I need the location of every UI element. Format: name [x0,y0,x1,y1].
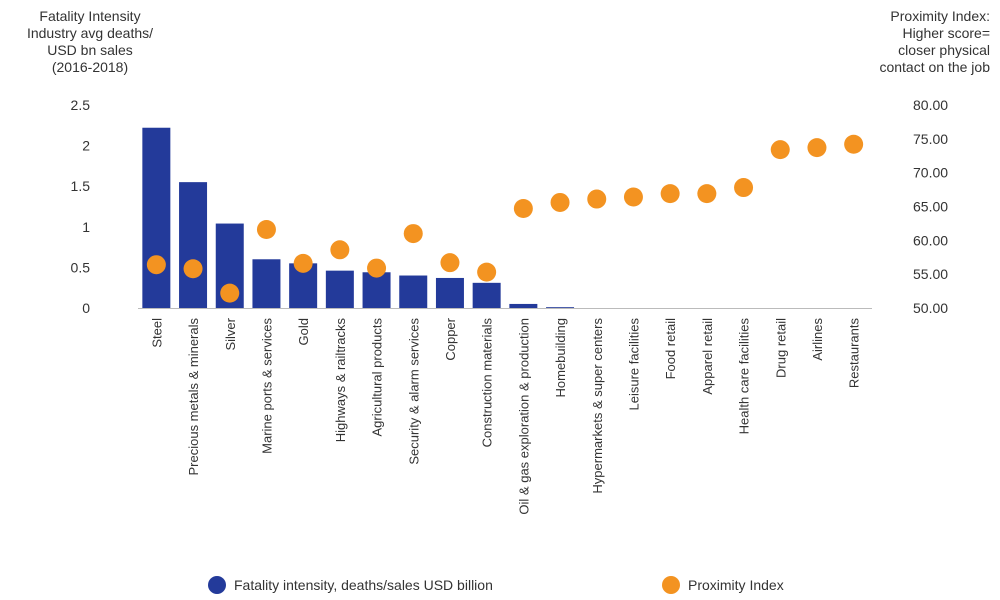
category-label: Restaurants [847,318,862,389]
right-tick-label: 75.00 [913,131,948,147]
bar[interactable] [472,282,501,308]
right-tick-label: 70.00 [913,165,948,181]
axes-group: 0 0.5 1 1.5 2 2.5 50.00 55.00 60.00 65.00 70.00 75.… [71,97,949,316]
left-axis-label-line: USD bn sales [47,42,133,58]
right-axis-label-line: Higher score= [902,25,990,41]
left-tick-label: 0.5 [71,259,91,275]
legend-swatch-fatality [208,576,226,594]
proximity-point[interactable] [440,253,460,273]
right-axis-label: Proximity Index: Higher score= closer ph… [840,8,990,76]
bar[interactable] [362,272,391,308]
left-axis-label-line: (2016-2018) [51,59,129,75]
bar[interactable] [399,275,428,308]
proximity-point[interactable] [697,184,717,204]
left-axis-label-line: Industry avg deaths/ [26,25,154,41]
legend-item-fatality[interactable]: Fatality intensity, deaths/sales USD bil… [208,576,493,594]
bar[interactable] [252,259,281,308]
category-label: Leisure facilities [626,318,641,411]
proximity-point[interactable] [587,189,607,209]
category-label: Precious metals & minerals [186,318,201,476]
proximity-point[interactable] [623,187,643,207]
right-axis-label-line: closer physical [898,42,990,58]
proximity-point[interactable] [513,199,533,219]
proximity-point[interactable] [403,224,423,244]
category-labels-group: Steel Precious metals & minerals Silver Mar… [149,317,861,514]
bar-series-group [142,127,575,309]
proximity-point[interactable] [807,138,827,158]
bar[interactable] [142,127,171,309]
left-axis-label-line: Fatality Intensity [39,8,141,24]
dot-series-group [146,134,864,303]
proximity-point[interactable] [844,134,864,154]
category-label: Copper [443,317,458,360]
category-label: Agricultural products [370,318,385,437]
category-label: Security & alarm services [406,318,421,465]
category-label: Silver [223,317,238,350]
bar[interactable] [509,303,538,308]
category-label: Hypermarkets & super centers [590,318,605,494]
category-label: Food retail [663,318,678,380]
left-tick-label: 2 [82,138,90,154]
right-tick-label: 55.00 [913,266,948,282]
legend-label-fatality: Fatality intensity, deaths/sales USD bil… [234,577,493,593]
legend-swatch-proximity [662,576,680,594]
right-tick-label: 60.00 [913,232,948,248]
category-label: Gold [296,318,311,345]
category-label: Health care facilities [737,318,752,435]
proximity-point[interactable] [146,255,166,275]
left-tick-label: 1.5 [71,178,91,194]
bar[interactable] [325,270,354,308]
category-label: Steel [149,318,164,348]
category-label: Airlines [810,318,825,361]
category-label: Drug retail [773,318,788,378]
left-tick-label: 1 [82,219,90,235]
proximity-point[interactable] [550,192,570,212]
category-label: Apparel retail [700,318,715,395]
proximity-point[interactable] [293,253,313,273]
right-tick-label: 65.00 [913,199,948,215]
right-tick-label: 50.00 [913,300,948,316]
category-label: Homebuilding [553,318,568,398]
right-axis-label-line: contact on the job [879,59,990,75]
proximity-point[interactable] [770,140,790,160]
proximity-point[interactable] [256,220,276,240]
right-axis-label-line: Proximity Index: [890,8,990,24]
proximity-point[interactable] [477,262,497,282]
proximity-point[interactable] [183,259,203,279]
legend-label-proximity: Proximity Index [688,577,784,593]
category-label: Marine ports & services [259,318,274,454]
bar[interactable] [179,182,208,308]
proximity-point[interactable] [220,283,240,303]
proximity-point[interactable] [734,178,754,198]
legend-item-proximity[interactable]: Proximity Index [662,576,784,594]
bar[interactable] [546,307,575,308]
left-tick-label: 0 [82,300,90,316]
category-label: Oil & gas exploration & production [516,318,531,515]
left-axis-label: Fatality Intensity Industry avg deaths/ … [10,8,170,76]
category-label: Highways & railtracks [333,318,348,443]
bar[interactable] [435,277,464,308]
proximity-point[interactable] [367,258,387,278]
left-tick-label: 2.5 [71,97,91,113]
proximity-point[interactable] [330,240,350,260]
proximity-point[interactable] [660,184,680,204]
right-tick-label: 80.00 [913,97,948,113]
category-label: Construction materials [480,318,495,448]
